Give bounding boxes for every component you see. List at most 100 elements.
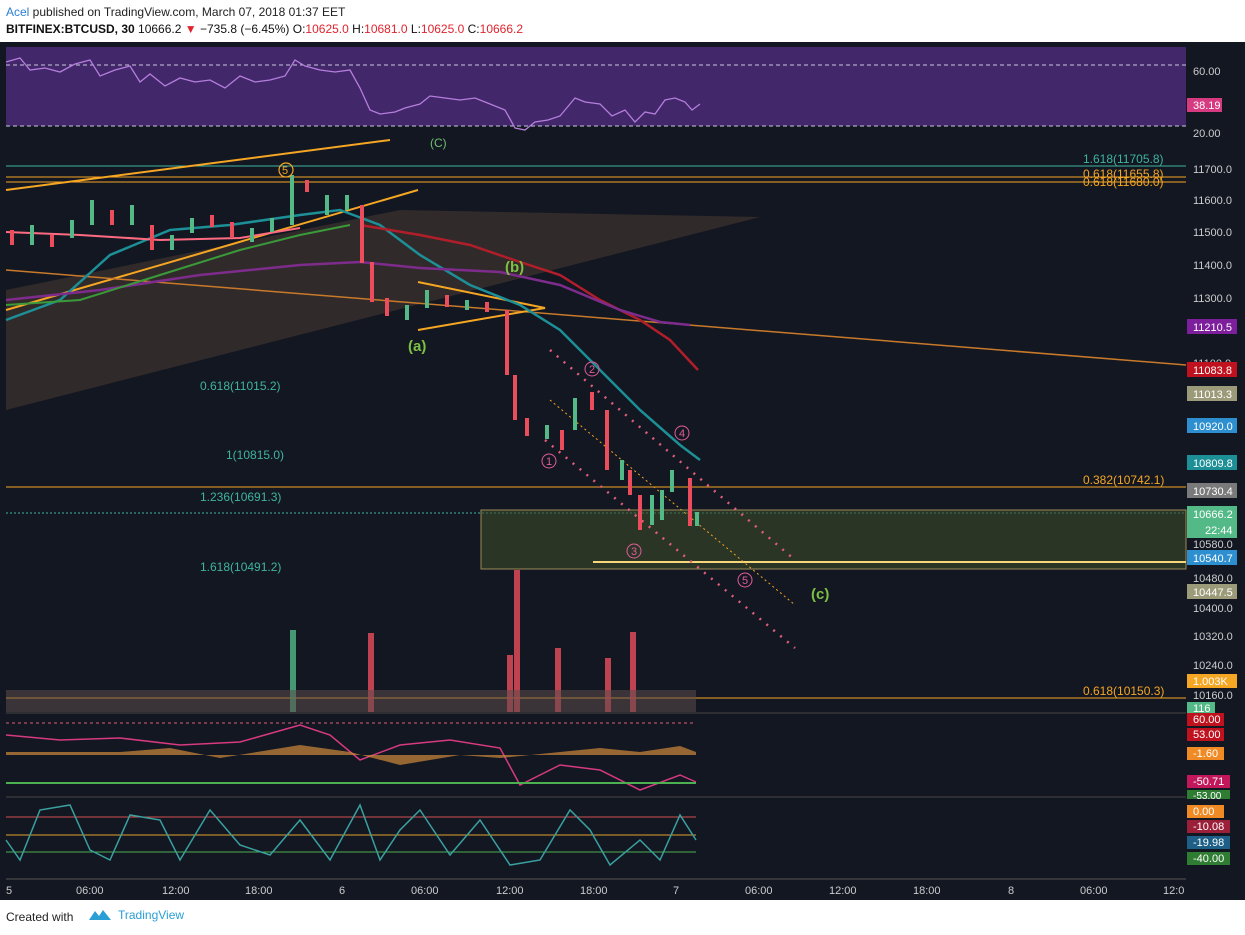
open-value: 10625.0 (305, 22, 349, 36)
ma-green (5, 224, 351, 306)
low-label: L: (410, 22, 421, 36)
osc-tick-40: -40.00 (1193, 853, 1224, 865)
price-tick-11400: 11400.0 (1193, 260, 1232, 272)
osc-badge-160 (1187, 747, 1224, 760)
candle (505, 310, 509, 375)
channel-lower (544, 439, 796, 649)
osc-tick-1008: -10.08 (1193, 821, 1224, 833)
candle (513, 375, 517, 420)
symbol-title[interactable]: BITFINEX:BTCUSD, 30 (6, 22, 135, 36)
osc-tick-0: 0.00 (1193, 806, 1214, 818)
price-tick-10320: 10320.0 (1193, 631, 1233, 643)
price-tick-10160: 10160.0 (1193, 690, 1233, 702)
wave-5-circle (278, 162, 294, 178)
rsi-tick-60: 60.00 (1193, 66, 1221, 78)
candle (50, 235, 54, 247)
wave-5b-label: 5 (742, 575, 748, 587)
chart-canvas[interactable]: 60.00 38.19 20.00 (0, 42, 1245, 900)
candle (270, 218, 274, 232)
tradingview-link[interactable]: TradingView (88, 908, 184, 922)
fib-0618-left-label: 0.618(11015.2) (200, 379, 281, 393)
candle (485, 302, 489, 312)
volume-bar (630, 632, 636, 712)
candle (405, 305, 409, 320)
price-tick-11013: 11013.3 (1193, 389, 1232, 401)
price-tick-11210: 11210.5 (1193, 322, 1232, 334)
trendline-long (5, 269, 1187, 366)
osc-tick-5071: -50.71 (1193, 776, 1224, 788)
candle (70, 220, 74, 238)
fib-1618-left-label: 1.618(10491.2) (200, 560, 281, 574)
price-tick-10540: 10540.7 (1193, 553, 1233, 565)
wave-3-label: 3 (631, 546, 637, 558)
volume-bar (555, 648, 561, 712)
time-tick: 12:00 (496, 885, 524, 897)
candle (425, 290, 429, 308)
volume-bar (368, 633, 374, 712)
candle (573, 398, 577, 430)
volume-bar (605, 658, 611, 712)
osc-tick-160: -1.60 (1193, 748, 1218, 760)
osc-badge-53b (1187, 790, 1230, 799)
wave-4-label: 4 (679, 428, 685, 440)
time-tick: 18:00 (245, 885, 273, 897)
price-badge-red (1187, 362, 1237, 377)
candle (590, 392, 594, 410)
price-badge-blue (1187, 418, 1237, 433)
candle (170, 235, 174, 250)
osc-badge-1998 (1187, 836, 1230, 849)
trendline-upper (5, 139, 391, 191)
time-tick: 7 (673, 885, 679, 897)
wave-C-label: (C) (430, 136, 447, 150)
last-price: 10666.2 (138, 22, 182, 36)
candle (620, 460, 624, 480)
osc-badge-60 (1187, 713, 1224, 726)
fib-1618-top-label: 1.618(11705.8) (1083, 152, 1164, 166)
candle (10, 230, 14, 245)
time-tick: 6 (339, 885, 345, 897)
wave-5b-circle (737, 572, 753, 588)
author-link[interactable]: Acel (6, 5, 30, 19)
price-axis[interactable]: 11700.0 11600.0 11500.0 11400.0 11300.0 … (1187, 164, 1237, 715)
wave-b-label: (b) (505, 259, 524, 276)
ma-red (359, 223, 699, 371)
fib-1-left-label: 1(10815.0) (226, 448, 284, 462)
candle-countdown: 22:44 (1205, 525, 1233, 537)
wave-2-label: 2 (589, 364, 595, 376)
symbol-line: BITFINEX:BTCUSD, 30 10666.2 ▼ −735.8 (−6… (6, 22, 523, 36)
high-label: H: (352, 22, 365, 36)
target-zone (480, 509, 1187, 570)
tradingview-brand[interactable]: TradingView (118, 908, 185, 922)
time-tick: 18:00 (580, 885, 608, 897)
trendline-lower (5, 189, 419, 311)
osc-tick-53b: -53.00 (1193, 791, 1222, 802)
publish-info: published on TradingView.com, March 07, … (29, 5, 346, 19)
time-axis[interactable]: 5 06:00 12:00 18:00 6 06:00 12:00 18:00 … (6, 885, 1184, 897)
osc-axis[interactable]: 60.00 53.00 -1.60 -50.71 -53.00 0.00 -10… (1187, 713, 1230, 865)
time-tick: 06:00 (76, 885, 104, 897)
candle (688, 478, 692, 526)
candle (130, 205, 134, 225)
candle (30, 225, 34, 245)
volume-small-value: 116 (1193, 703, 1211, 715)
time-tick: 06:00 (1080, 885, 1108, 897)
wave-1-circle (541, 453, 557, 469)
time-tick: 12:00 (829, 885, 857, 897)
volume-bar (514, 570, 520, 712)
osc-tick-60: 60.00 (1193, 714, 1221, 726)
price-tick-10240: 10240.0 (1193, 660, 1233, 672)
fib-0382-label: 0.382(10742.1) (1083, 473, 1164, 487)
fib-1236-left-label: 1.236(10691.3) (200, 490, 281, 504)
wave-3-circle (626, 543, 642, 559)
chart-header: Acel published on TradingView.com, March… (0, 0, 1245, 42)
candle (250, 228, 254, 242)
wave-2-circle (584, 361, 600, 377)
price-tick-11600: 11600.0 (1193, 195, 1232, 207)
chart-svg[interactable]: 60.00 38.19 20.00 (0, 42, 1245, 900)
rsi-tick-20: 20.00 (1193, 128, 1221, 140)
candle (385, 298, 389, 316)
volume-bar (507, 655, 513, 712)
price-tick-10730: 10730.4 (1193, 486, 1233, 498)
candle (445, 295, 449, 307)
osc-badge-0 (1187, 805, 1224, 818)
